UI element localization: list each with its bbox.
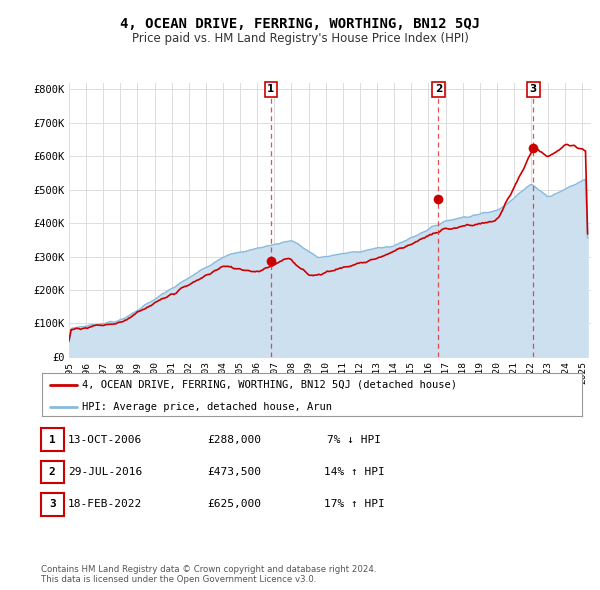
Text: 7% ↓ HPI: 7% ↓ HPI	[327, 435, 381, 444]
Text: 29-JUL-2016: 29-JUL-2016	[68, 467, 142, 477]
Text: £473,500: £473,500	[207, 467, 261, 477]
Text: HPI: Average price, detached house, Arun: HPI: Average price, detached house, Arun	[83, 402, 332, 412]
Text: 4, OCEAN DRIVE, FERRING, WORTHING, BN12 5QJ: 4, OCEAN DRIVE, FERRING, WORTHING, BN12 …	[120, 17, 480, 31]
Text: 4, OCEAN DRIVE, FERRING, WORTHING, BN12 5QJ (detached house): 4, OCEAN DRIVE, FERRING, WORTHING, BN12 …	[83, 380, 458, 390]
Text: 3: 3	[49, 500, 56, 509]
Text: £288,000: £288,000	[207, 435, 261, 444]
Text: Price paid vs. HM Land Registry's House Price Index (HPI): Price paid vs. HM Land Registry's House …	[131, 32, 469, 45]
Text: 1: 1	[49, 435, 56, 444]
Text: 13-OCT-2006: 13-OCT-2006	[68, 435, 142, 444]
Text: 1: 1	[267, 84, 274, 94]
Text: £625,000: £625,000	[207, 500, 261, 509]
Text: Contains HM Land Registry data © Crown copyright and database right 2024.
This d: Contains HM Land Registry data © Crown c…	[41, 565, 376, 584]
Text: 17% ↑ HPI: 17% ↑ HPI	[323, 500, 385, 509]
Text: 3: 3	[530, 84, 537, 94]
Text: 2: 2	[435, 84, 442, 94]
Text: 14% ↑ HPI: 14% ↑ HPI	[323, 467, 385, 477]
Text: 2: 2	[49, 467, 56, 477]
Text: 18-FEB-2022: 18-FEB-2022	[68, 500, 142, 509]
